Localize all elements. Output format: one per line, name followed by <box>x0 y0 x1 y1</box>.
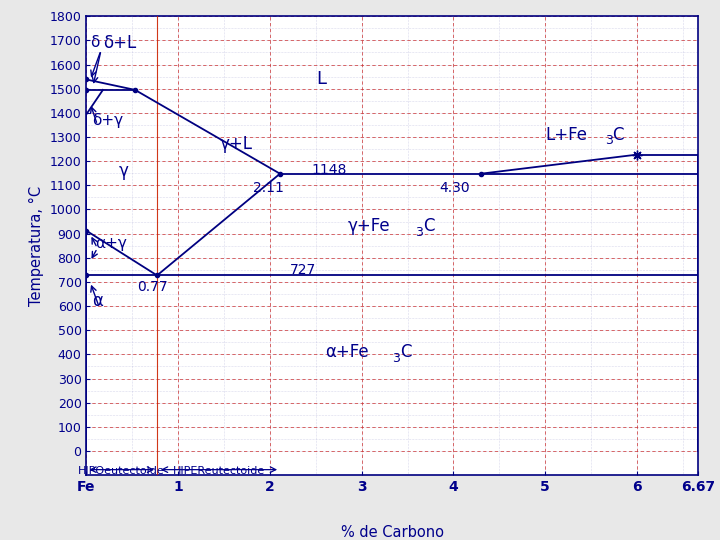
Text: α+γ: α+γ <box>94 236 127 251</box>
Text: HIPOeutectoide: HIPOeutectoide <box>78 466 165 476</box>
Text: L: L <box>316 70 325 88</box>
Text: L+Fe: L+Fe <box>545 126 588 144</box>
Text: δ+L: δ+L <box>103 34 136 52</box>
Text: C: C <box>612 126 624 144</box>
Text: 1148: 1148 <box>311 163 346 177</box>
Text: 3: 3 <box>392 352 400 365</box>
Text: C: C <box>400 343 412 361</box>
Text: 2.11: 2.11 <box>253 181 284 195</box>
X-axis label: % de Carbono: % de Carbono <box>341 525 444 539</box>
Text: 4.30: 4.30 <box>440 181 470 195</box>
Text: 0.77: 0.77 <box>137 280 168 294</box>
Text: δ: δ <box>90 35 99 50</box>
Text: γ: γ <box>119 162 128 180</box>
Text: γ+Fe: γ+Fe <box>348 218 390 235</box>
Text: 3: 3 <box>605 134 613 147</box>
Text: C: C <box>423 218 435 235</box>
Text: δ+γ: δ+γ <box>92 112 123 127</box>
Text: 727: 727 <box>290 264 316 278</box>
Text: γ+L: γ+L <box>220 135 253 153</box>
Text: HIPEReutectoide: HIPEReutectoide <box>172 466 265 476</box>
Text: α: α <box>92 292 103 310</box>
Text: α+Fe: α+Fe <box>325 343 369 361</box>
Y-axis label: Temperatura, °C: Temperatura, °C <box>29 186 44 306</box>
Text: 3: 3 <box>415 226 423 239</box>
